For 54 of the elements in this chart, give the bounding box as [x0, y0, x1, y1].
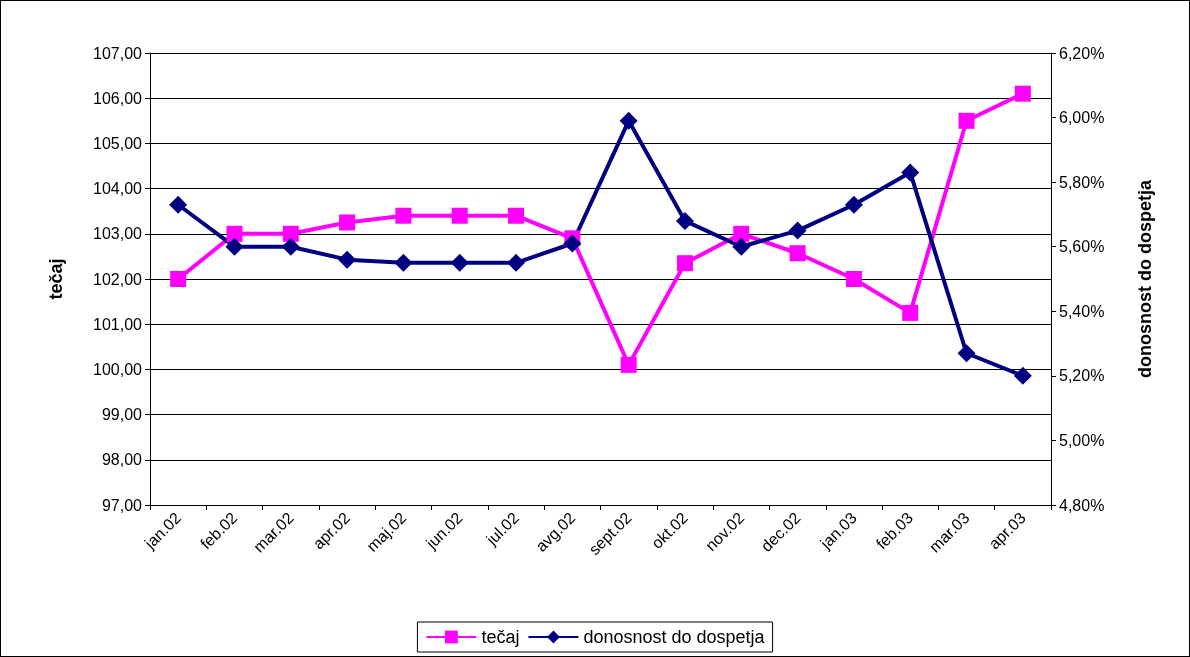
y-tick-label: 99,00	[101, 406, 143, 424]
point	[338, 250, 357, 269]
point	[902, 304, 919, 321]
point	[1014, 85, 1031, 102]
point	[226, 225, 243, 242]
point	[563, 234, 582, 253]
point	[958, 112, 975, 129]
y-tick-label: 101,00	[93, 315, 143, 333]
legend-label: tečaj	[481, 627, 520, 647]
y2-tick-label: 6,20%	[1059, 44, 1105, 62]
point	[507, 253, 526, 272]
y-tick-label: 102,00	[93, 270, 143, 288]
y2-axis-title: donosnost do dospetja	[1135, 179, 1155, 378]
point	[282, 225, 299, 242]
point	[395, 207, 412, 224]
point	[733, 225, 750, 242]
point	[676, 255, 693, 272]
point	[281, 237, 300, 256]
point	[619, 111, 638, 130]
point	[675, 211, 694, 230]
point	[957, 344, 976, 363]
point	[508, 207, 525, 224]
point	[732, 237, 751, 256]
y-tick-label: 104,00	[93, 180, 143, 198]
y-tick-label: 97,00	[101, 496, 143, 514]
point	[339, 214, 356, 231]
y-axis-title: tečaj	[46, 258, 66, 300]
y2-tick-label: 5,40%	[1059, 302, 1105, 320]
y-tick-label: 106,00	[93, 89, 143, 107]
y-tick-label: 98,00	[101, 451, 143, 469]
point	[451, 207, 468, 224]
legend-label: donosnost do dospetja	[583, 627, 766, 647]
y-tick-label: 103,00	[93, 225, 143, 243]
point	[788, 221, 807, 240]
y2-tick-label: 5,80%	[1059, 173, 1105, 191]
y2-tick-label: 4,80%	[1059, 496, 1105, 514]
point	[450, 253, 469, 272]
point	[1013, 366, 1032, 385]
y-tick-label: 105,00	[93, 134, 143, 152]
point	[170, 271, 187, 287]
y2-tick-label: 5,00%	[1059, 431, 1105, 449]
point	[225, 237, 244, 256]
y2-tick-label: 6,00%	[1059, 109, 1105, 127]
point	[169, 195, 188, 214]
y2-tick-label: 5,20%	[1059, 367, 1105, 385]
point	[901, 163, 920, 182]
y2-tick-label: 5,60%	[1059, 238, 1105, 256]
point	[620, 356, 637, 373]
point	[394, 253, 413, 272]
y-tick-label: 100,00	[93, 360, 143, 378]
point	[845, 271, 862, 287]
point	[789, 245, 806, 262]
y-tick-label: 107,00	[93, 44, 143, 62]
point	[844, 195, 863, 214]
